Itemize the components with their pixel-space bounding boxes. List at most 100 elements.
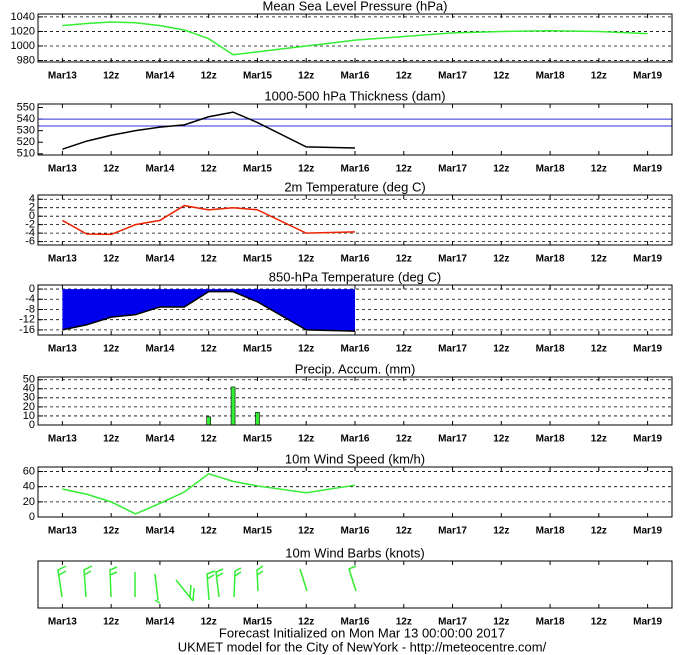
x-tick-label: Mar16: [341, 526, 370, 537]
y-tick-label: -16: [19, 324, 35, 336]
x-tick-label: 12z: [396, 344, 412, 355]
x-tick-label: 12z: [201, 434, 217, 445]
plot-frame: [37, 376, 673, 426]
x-tick-label: Mar13: [48, 344, 77, 355]
y-tick-label: 10: [23, 410, 35, 422]
x-tick-label: 12z: [103, 617, 119, 628]
x-tick-label: 12z: [298, 434, 314, 445]
x-tick-label: Mar15: [243, 344, 272, 355]
y-tick-label: -12: [19, 314, 35, 326]
x-tick-label: Mar16: [341, 164, 370, 175]
x-tick-label: Mar19: [633, 71, 662, 82]
x-tick-label: 12z: [298, 526, 314, 537]
data-line: [62, 290, 356, 332]
x-tick-label: 12z: [103, 344, 119, 355]
plot-frame: [37, 194, 673, 246]
plot-frame: [37, 13, 673, 63]
panel-title: Mean Sea Level Pressure (hPa): [263, 0, 448, 13]
x-tick-label: Mar13: [48, 434, 77, 445]
x-tick-label: 12z: [201, 71, 217, 82]
y-tick-label: 40: [23, 481, 35, 493]
x-tick-label: Mar17: [438, 526, 467, 537]
x-tick-label: 12z: [201, 617, 217, 628]
x-tick-label: Mar18: [536, 254, 565, 265]
x-tick-label: Mar13: [48, 526, 77, 537]
x-tick-label: 12z: [591, 434, 607, 445]
x-tick-label: Mar15: [243, 164, 272, 175]
panel-title: 10m Wind Barbs (knots): [285, 545, 424, 560]
x-tick-label: Mar14: [145, 434, 174, 445]
x-tick-label: 12z: [591, 71, 607, 82]
x-tick-label: 12z: [591, 164, 607, 175]
plot-frame: [37, 466, 673, 518]
x-tick-label: Mar14: [145, 526, 174, 537]
panel-title: 10m Wind Speed (km/h): [285, 451, 425, 466]
y-tick-label: 40: [23, 383, 35, 395]
x-tick-label: 12z: [591, 254, 607, 265]
x-tick-label: 12z: [201, 164, 217, 175]
x-tick-label: 12z: [493, 71, 509, 82]
data-line: [62, 204, 356, 236]
x-tick-label: 12z: [396, 254, 412, 265]
x-tick-label: 12z: [493, 344, 509, 355]
footer-line: Forecast Initialized on Mon Mar 13 00:00…: [219, 625, 505, 640]
x-tick-label: 12z: [493, 434, 509, 445]
x-tick-label: 12z: [493, 617, 509, 628]
y-tick-label: 30: [23, 392, 35, 404]
y-tick-label: 0: [29, 210, 35, 222]
footer-line: UKMET model for the City of NewYork - ht…: [178, 639, 547, 654]
x-tick-label: 12z: [591, 344, 607, 355]
x-tick-label: Mar18: [536, 164, 565, 175]
bar: [255, 412, 260, 426]
y-tick-label: 1040: [11, 11, 35, 23]
x-tick-label: Mar16: [341, 344, 370, 355]
x-tick-label: 12z: [103, 434, 119, 445]
x-tick-label: Mar19: [633, 164, 662, 175]
x-tick-label: 12z: [201, 344, 217, 355]
x-tick-label: Mar19: [633, 254, 662, 265]
plot-frame: [37, 103, 673, 156]
x-tick-label: 12z: [103, 164, 119, 175]
x-tick-label: 12z: [396, 434, 412, 445]
x-tick-label: Mar19: [633, 434, 662, 445]
x-tick-label: Mar15: [243, 434, 272, 445]
data-line: [62, 21, 648, 56]
x-tick-label: Mar19: [633, 526, 662, 537]
x-tick-label: 12z: [103, 254, 119, 265]
x-tick-label: Mar13: [48, 254, 77, 265]
x-tick-label: Mar17: [438, 71, 467, 82]
y-tick-label: 510: [17, 148, 35, 160]
y-tick-label: 530: [17, 125, 35, 137]
x-tick-label: 12z: [201, 526, 217, 537]
x-tick-label: 12z: [201, 254, 217, 265]
x-tick-label: Mar14: [145, 71, 174, 82]
x-tick-label: 12z: [493, 526, 509, 537]
x-tick-label: Mar15: [243, 254, 272, 265]
y-tick-label: -6: [25, 236, 35, 248]
x-tick-label: 12z: [591, 526, 607, 537]
y-tick-label: -4: [25, 293, 35, 305]
x-tick-label: 12z: [298, 164, 314, 175]
x-tick-label: 12z: [591, 617, 607, 628]
x-tick-label: Mar17: [438, 344, 467, 355]
x-tick-label: Mar18: [536, 71, 565, 82]
y-tick-label: 1000: [11, 40, 35, 52]
y-tick-label: 50: [23, 374, 35, 386]
y-tick-label: -2: [25, 219, 35, 231]
y-tick-label: 20: [23, 496, 35, 508]
x-tick-label: Mar19: [633, 617, 662, 628]
x-tick-label: Mar13: [48, 617, 77, 628]
x-tick-label: Mar16: [341, 617, 370, 628]
y-tick-label: 520: [17, 136, 35, 148]
x-tick-label: 12z: [493, 254, 509, 265]
y-tick-label: 540: [17, 113, 35, 125]
x-tick-label: Mar18: [536, 434, 565, 445]
x-tick-label: 12z: [298, 71, 314, 82]
y-tick-label: 0: [29, 511, 35, 523]
x-tick-label: Mar18: [536, 526, 565, 537]
x-tick-label: Mar18: [536, 617, 565, 628]
x-tick-label: Mar13: [48, 71, 77, 82]
x-tick-label: Mar15: [243, 71, 272, 82]
x-tick-label: 12z: [103, 71, 119, 82]
